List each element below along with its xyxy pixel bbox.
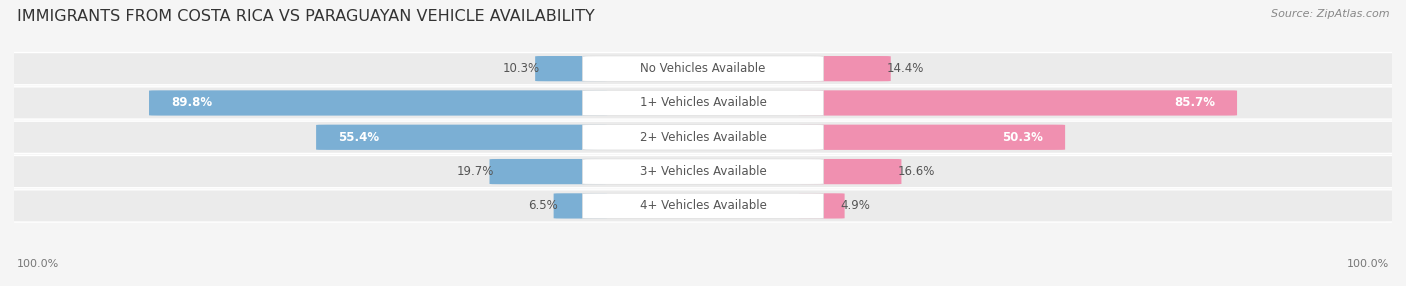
FancyBboxPatch shape <box>536 56 607 81</box>
Text: 6.5%: 6.5% <box>529 199 558 212</box>
FancyBboxPatch shape <box>799 125 1066 150</box>
Text: 19.7%: 19.7% <box>457 165 494 178</box>
FancyBboxPatch shape <box>799 193 845 219</box>
FancyBboxPatch shape <box>0 53 1406 85</box>
FancyBboxPatch shape <box>0 87 1406 119</box>
Text: 4.9%: 4.9% <box>841 199 870 212</box>
FancyBboxPatch shape <box>0 121 1406 153</box>
Text: 55.4%: 55.4% <box>339 131 380 144</box>
FancyBboxPatch shape <box>582 193 824 219</box>
FancyBboxPatch shape <box>582 56 824 81</box>
Text: 2+ Vehicles Available: 2+ Vehicles Available <box>640 131 766 144</box>
Text: No Vehicles Available: No Vehicles Available <box>640 62 766 75</box>
FancyBboxPatch shape <box>799 56 891 81</box>
Text: 10.3%: 10.3% <box>502 62 540 75</box>
Text: 100.0%: 100.0% <box>17 259 59 269</box>
Text: Source: ZipAtlas.com: Source: ZipAtlas.com <box>1271 9 1389 19</box>
Text: 14.4%: 14.4% <box>887 62 924 75</box>
FancyBboxPatch shape <box>489 159 607 184</box>
Text: 3+ Vehicles Available: 3+ Vehicles Available <box>640 165 766 178</box>
Text: 4+ Vehicles Available: 4+ Vehicles Available <box>640 199 766 212</box>
FancyBboxPatch shape <box>0 190 1406 222</box>
Text: 85.7%: 85.7% <box>1174 96 1215 110</box>
FancyBboxPatch shape <box>582 159 824 184</box>
FancyBboxPatch shape <box>316 125 607 150</box>
FancyBboxPatch shape <box>582 90 824 116</box>
Text: 100.0%: 100.0% <box>1347 259 1389 269</box>
Text: 16.6%: 16.6% <box>897 165 935 178</box>
Legend: Immigrants from Costa Rica, Paraguayan: Immigrants from Costa Rica, Paraguayan <box>551 284 855 286</box>
FancyBboxPatch shape <box>799 90 1237 116</box>
FancyBboxPatch shape <box>799 159 901 184</box>
FancyBboxPatch shape <box>554 193 607 219</box>
Text: IMMIGRANTS FROM COSTA RICA VS PARAGUAYAN VEHICLE AVAILABILITY: IMMIGRANTS FROM COSTA RICA VS PARAGUAYAN… <box>17 9 595 23</box>
Text: 1+ Vehicles Available: 1+ Vehicles Available <box>640 96 766 110</box>
FancyBboxPatch shape <box>582 125 824 150</box>
FancyBboxPatch shape <box>149 90 607 116</box>
Text: 89.8%: 89.8% <box>172 96 212 110</box>
Text: 50.3%: 50.3% <box>1002 131 1043 144</box>
FancyBboxPatch shape <box>0 156 1406 188</box>
